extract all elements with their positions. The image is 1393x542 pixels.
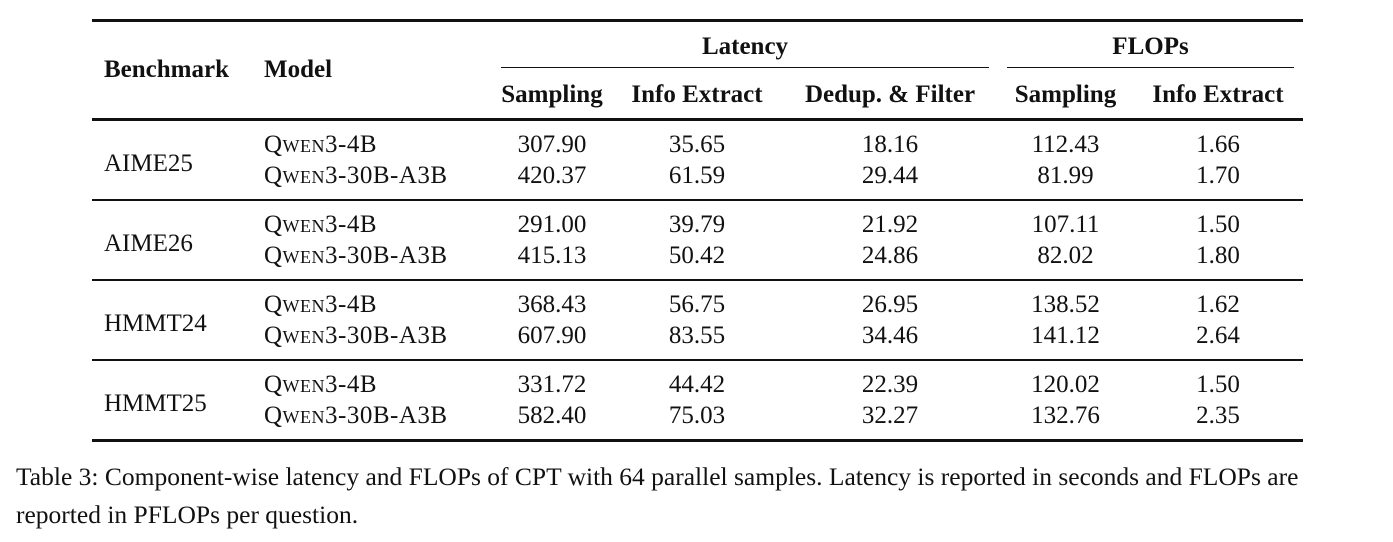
table-row: Qwen3-30B-A3B 582.40 75.03 32.27 132.76 …	[92, 401, 1303, 441]
latency-info-cell: 39.79	[668, 211, 726, 238]
latency-dedup-cell: 22.39	[861, 371, 919, 398]
latency-dedup-cell: 29.44	[861, 162, 919, 189]
header-row-1: Benchmark Model Latency FLOPs	[92, 20, 1303, 83]
latency-info-cell: 61.59	[668, 162, 726, 189]
header-benchmark: Benchmark	[104, 56, 229, 83]
latency-info-cell: 75.03	[668, 402, 726, 429]
flops-info-cell: 1.70	[1196, 162, 1240, 189]
flops-sampling-cell: 120.02	[1031, 371, 1100, 398]
flops-info-cell: 1.50	[1196, 371, 1240, 398]
latency-sampling-cell: 291.00	[517, 211, 587, 238]
table-caption: Table 3: Component-wise latency and FLOP…	[16, 462, 1299, 529]
results-table-container: Benchmark Model Latency FLOPs Sampling I…	[92, 19, 1303, 442]
flops-info-cell: 2.64	[1196, 322, 1240, 349]
flops-info-cell: 1.62	[1196, 291, 1240, 318]
header-latency-group: Latency	[492, 21, 998, 73]
latency-info-cell: 35.65	[668, 131, 726, 158]
latency-dedup-cell: 34.46	[861, 322, 919, 349]
latency-dedup-cell: 32.27	[861, 402, 919, 429]
model-cell: Qwen3-4B	[264, 131, 378, 158]
header-latency-sampling: Sampling	[501, 81, 603, 108]
latency-sampling-cell: 415.13	[517, 242, 587, 269]
benchmark-cell: HMMT24	[104, 310, 207, 337]
latency-dedup-cell: 18.16	[861, 131, 919, 158]
header-flops-group: FLOPs	[998, 21, 1303, 73]
model-cell: Qwen3-30B-A3B	[264, 162, 448, 189]
latency-sampling-cell: 307.90	[517, 131, 587, 158]
latency-sampling-cell: 420.37	[517, 162, 587, 189]
flops-sampling-cell: 138.52	[1031, 291, 1100, 318]
flops-sampling-cell: 141.12	[1031, 322, 1100, 349]
latency-info-cell: 50.42	[668, 242, 726, 269]
latency-dedup-cell: 21.92	[861, 211, 919, 238]
table-row: Qwen3-30B-A3B 607.90 83.55 34.46 141.12 …	[92, 321, 1303, 360]
header-model: Model	[264, 56, 333, 83]
header-flops-sampling: Sampling	[1014, 81, 1117, 108]
table-row: HMMT24 Qwen3-4B 368.43 56.75 26.95 138.5…	[92, 280, 1303, 337]
flops-info-cell: 1.66	[1196, 131, 1240, 158]
flops-sampling-cell: 82.02	[1037, 242, 1094, 269]
header-latency: Latency	[501, 33, 989, 68]
model-cell: Qwen3-30B-A3B	[264, 242, 448, 269]
latency-sampling-cell: 607.90	[517, 322, 587, 349]
latency-sampling-cell: 368.43	[517, 291, 587, 318]
flops-info-cell: 1.50	[1196, 211, 1240, 238]
header-row-2: Sampling Info Extract Dedup. & Filter Sa…	[92, 72, 1303, 120]
model-cell: Qwen3-30B-A3B	[264, 402, 448, 429]
header-latency-info-extract: Info Extract	[631, 81, 763, 108]
benchmark-cell: AIME26	[104, 230, 193, 257]
table-row: AIME25 Qwen3-4B 307.90 35.65 18.16 112.4…	[92, 120, 1303, 177]
table-row: HMMT25 Qwen3-4B 331.72 44.42 22.39 120.0…	[92, 360, 1303, 417]
flops-info-cell: 1.80	[1196, 242, 1240, 269]
model-cell: Qwen3-4B	[264, 371, 378, 398]
flops-sampling-cell: 107.11	[1031, 211, 1100, 238]
header-flops-info-extract: Info Extract	[1152, 81, 1284, 108]
latency-dedup-cell: 24.86	[861, 242, 919, 269]
model-cell: Qwen3-30B-A3B	[264, 322, 448, 349]
model-cell: Qwen3-4B	[264, 291, 378, 318]
model-cell: Qwen3-4B	[264, 211, 378, 238]
flops-sampling-cell: 112.43	[1031, 131, 1100, 158]
flops-sampling-cell: 81.99	[1037, 162, 1094, 189]
latency-dedup-cell: 26.95	[861, 291, 919, 318]
table-row: Qwen3-30B-A3B 420.37 61.59 29.44 81.99 1…	[92, 161, 1303, 200]
latency-sampling-cell: 582.40	[517, 402, 587, 429]
results-table: Benchmark Model Latency FLOPs Sampling I…	[92, 19, 1303, 442]
latency-sampling-cell: 331.72	[517, 371, 587, 398]
latency-info-cell: 83.55	[668, 322, 726, 349]
header-latency-dedup-filter: Dedup. & Filter	[804, 81, 976, 108]
flops-info-cell: 2.35	[1196, 402, 1240, 429]
benchmark-cell: HMMT25	[104, 390, 207, 417]
header-flops: FLOPs	[1007, 33, 1294, 68]
flops-sampling-cell: 132.76	[1031, 402, 1100, 429]
latency-info-cell: 56.75	[668, 291, 726, 318]
table-row: Qwen3-30B-A3B 415.13 50.42 24.86 82.02 1…	[92, 241, 1303, 280]
latency-info-cell: 44.42	[668, 371, 726, 398]
table-row: AIME26 Qwen3-4B 291.00 39.79 21.92 107.1…	[92, 200, 1303, 257]
benchmark-cell: AIME25	[104, 150, 193, 177]
